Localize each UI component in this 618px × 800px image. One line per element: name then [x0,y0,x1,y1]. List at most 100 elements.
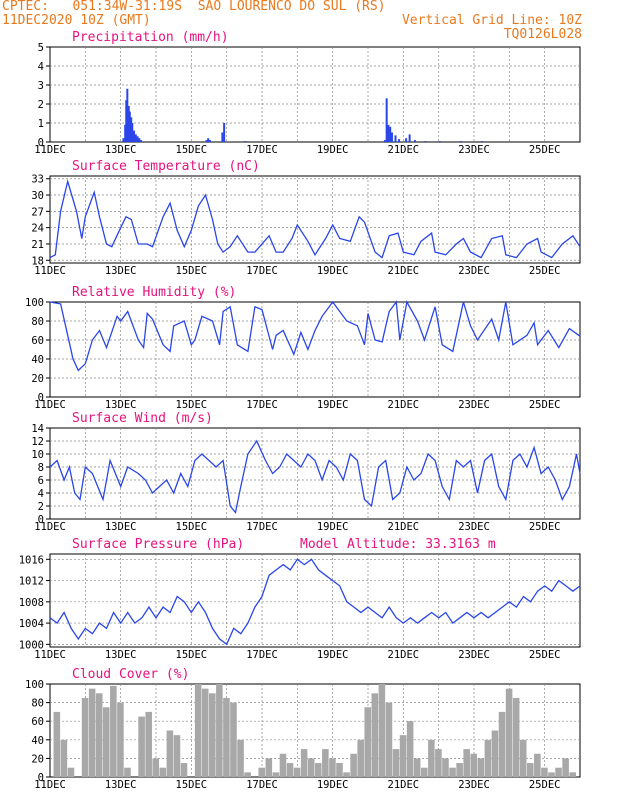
panel-6-x-tick: 19DEC [317,779,349,791]
precip-bar [131,123,134,142]
precip-bar [413,140,416,142]
precip-bar [130,117,133,142]
cloud-bar [449,767,456,777]
panel-6-x-tick: 13DEC [105,779,137,791]
panel-5-x-tick: 21DEC [388,649,420,661]
cloud-bar [343,772,350,777]
cloud-bar [357,739,364,777]
panel-6-y-tick: 80 [31,698,44,710]
cloud-bar [279,753,287,777]
cloud-bar [166,730,174,777]
panel-1-x-tick: 25DEC [529,144,561,156]
cloud-bar [223,697,230,777]
panel-2-series-line [49,178,581,259]
panel-4-x-tick: 25DEC [529,521,561,533]
precip-bar [140,140,143,142]
panel-2-frame [49,175,581,264]
panel-4-y-tick: 4 [38,488,44,500]
panel-4-x-tick: 23DEC [458,521,490,533]
panel-2-x-tick: 25DEC [529,265,561,277]
cloud-bar [60,739,68,777]
cloud-bar [103,707,110,777]
panel-4-y-tick: 8 [38,462,44,474]
precip-bar [394,135,397,142]
cloud-bar [336,763,343,777]
panel-2-x-tick: 15DEC [176,265,208,277]
cloud-bar [159,767,167,777]
panel-5-x-tick: 23DEC [458,649,490,661]
precip-bar [405,138,408,142]
panel-1-y-tick: 1 [38,118,44,130]
panel-6-x-tick: 23DEC [458,779,490,791]
panel-2-y-tick: 18 [31,255,44,267]
cloud-bar [265,758,273,777]
header-grid-note: Vertical Grid Line: 10Z [401,13,582,28]
panel-2-y-tick: 30 [31,190,44,202]
panel-5-y-tick: 1000 [19,639,44,651]
cloud-bar [484,739,492,777]
cloud-bar [435,749,442,777]
panel-6-x-tick: 15DEC [176,779,208,791]
cloud-bar [413,758,421,777]
panel-6-y-tick: 0 [38,772,44,784]
panel-3-x-tick: 21DEC [388,399,420,411]
precip-bar [124,124,127,142]
cloud-bar [81,697,89,777]
cloud-bar [244,772,251,777]
cloud-bar [421,767,428,777]
cloud-bar [230,702,237,777]
panel-3-y-tick: 20 [31,373,44,385]
cloud-bar [110,685,117,777]
panel-2-x-tick: 23DEC [458,265,490,277]
cloud-bar [477,758,485,777]
panel-3-frame [49,301,581,398]
precip-bar [424,141,427,142]
precip-bar [244,141,247,142]
panel-4-y-tick: 12 [31,436,44,448]
panel-5-y-tick: 1016 [19,554,44,566]
precip-bar [389,126,392,142]
panel-1-x-tick: 23DEC [458,144,490,156]
panel-1-frame [49,46,581,143]
precip-bar [209,140,211,142]
cloud-bar [505,688,513,777]
panel-6-x-tick: 25DEC [529,779,561,791]
header-init-time: 11DEC2020 10Z (GMT) [2,13,151,28]
header-coords: 051:34W-31:19S [72,0,183,14]
cloud-bar [138,716,145,777]
precip-bar [385,98,388,142]
panel-4-title: Surface Wind (m/s) [72,411,213,426]
panel-5-frame [49,553,581,648]
cloud-bar [88,688,96,777]
panel-4-y-tick: 6 [38,475,44,487]
cloud-bar [512,697,520,777]
cloud-bar [491,730,499,777]
panel-1-y-tick: 4 [38,61,44,73]
panel-2-x-tick: 21DEC [388,265,420,277]
panel-4-x-tick: 17DEC [246,521,278,533]
panel-4-y-tick: 10 [31,449,44,461]
panel-1-title: Precipitation (mm/h) [72,30,229,45]
cloud-bar [562,758,569,777]
precip-bar [207,138,210,142]
precip-bar [383,140,386,142]
precip-bar [390,132,393,142]
panel-3-y-tick: 100 [25,297,44,309]
cloud-bar [216,684,223,777]
precip-bar [408,134,411,142]
precip-bar [122,138,125,142]
panel-2-y-tick: 33 [31,174,44,186]
panel-6-y-tick: 60 [31,716,44,728]
cloud-bar [286,763,294,777]
panel-6-x-tick: 21DEC [388,779,420,791]
panel-3-x-tick: 23DEC [458,399,490,411]
cloud-bar [117,702,124,777]
cloud-bar [569,772,576,777]
precip-bar [481,141,484,142]
cloud-bar [300,749,308,777]
precip-bar [223,123,226,142]
panel-1-y-tick: 3 [38,80,44,92]
cloud-bar [237,739,244,777]
cloud-bar [67,767,75,777]
